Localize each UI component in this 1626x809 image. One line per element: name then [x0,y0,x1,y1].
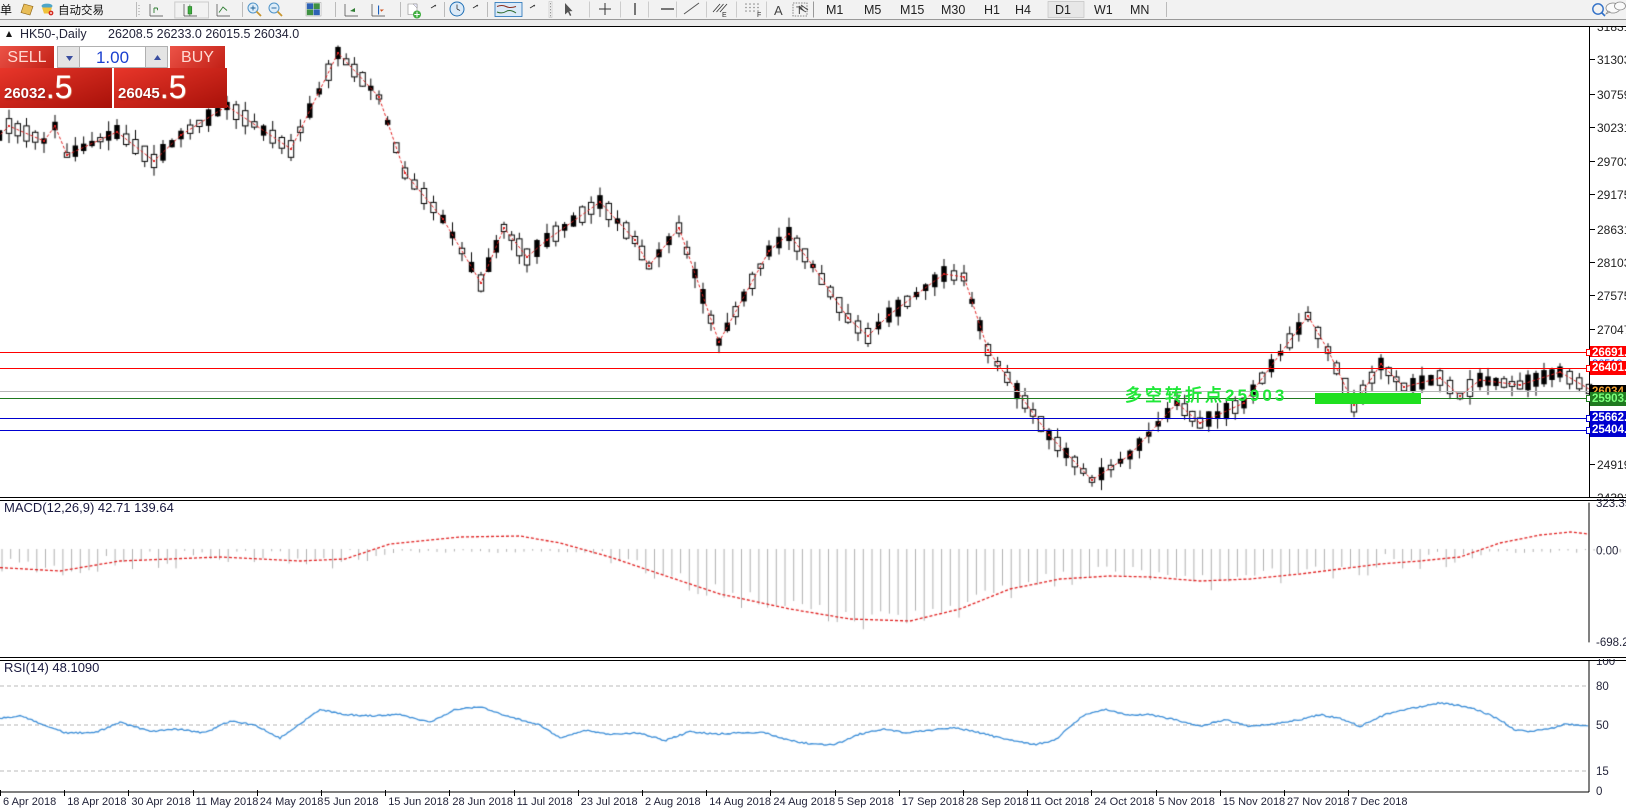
svg-text:M30: M30 [941,3,965,17]
svg-text:H4: H4 [1015,3,1031,17]
svg-text:W1: W1 [1094,3,1113,17]
svg-text:A: A [774,3,783,18]
svg-text:MN: MN [1130,3,1149,17]
svg-text:M15: M15 [900,3,924,17]
svg-text:单: 单 [0,3,12,17]
svg-text:M1: M1 [826,3,843,17]
svg-text:E: E [722,12,727,19]
svg-text:H1: H1 [984,3,1000,17]
svg-text:D1: D1 [1055,3,1071,17]
svg-text:自动交易: 自动交易 [58,3,104,17]
svg-text:M5: M5 [864,3,881,17]
svg-text:F: F [757,12,761,19]
